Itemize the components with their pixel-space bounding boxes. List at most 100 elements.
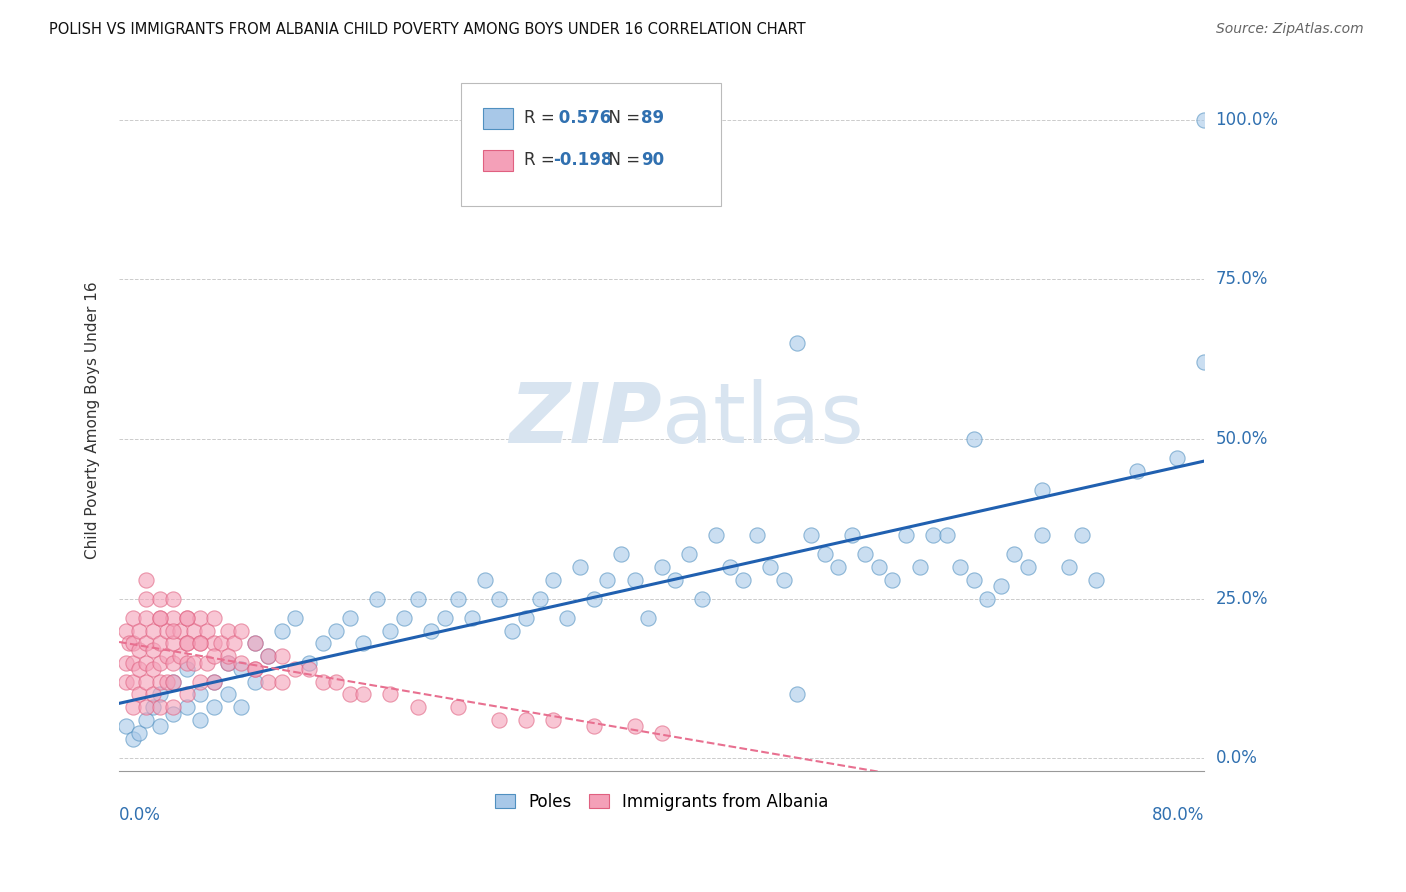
Point <box>176 636 198 650</box>
Point <box>114 674 136 689</box>
Point <box>786 688 808 702</box>
Point <box>190 636 212 650</box>
Point <box>786 336 808 351</box>
Point <box>135 700 157 714</box>
Point <box>298 662 321 676</box>
Point <box>963 573 986 587</box>
Point <box>623 573 645 587</box>
Point <box>908 559 931 574</box>
Point <box>202 636 225 650</box>
FancyBboxPatch shape <box>461 83 721 205</box>
Point <box>270 674 292 689</box>
Text: 80.0%: 80.0% <box>1152 806 1205 824</box>
Point <box>420 624 443 638</box>
Point <box>651 726 673 740</box>
Point <box>121 611 143 625</box>
Point <box>311 674 333 689</box>
Point <box>149 656 172 670</box>
Point <box>1031 483 1053 497</box>
Point <box>162 700 184 714</box>
Point <box>149 611 172 625</box>
Point <box>128 662 150 676</box>
Point <box>190 636 212 650</box>
Text: 89: 89 <box>641 109 664 127</box>
Point <box>162 636 184 650</box>
Point <box>243 674 266 689</box>
Point <box>142 642 165 657</box>
Point <box>623 719 645 733</box>
Point <box>121 656 143 670</box>
Point <box>1166 451 1188 466</box>
Point <box>169 624 191 638</box>
Point <box>963 432 986 446</box>
Point <box>733 573 755 587</box>
Point <box>380 624 402 638</box>
Point <box>529 591 551 606</box>
Point <box>339 688 361 702</box>
Point <box>990 579 1012 593</box>
Point <box>882 573 904 587</box>
Point <box>121 636 143 650</box>
Point <box>270 624 292 638</box>
Text: 100.0%: 100.0% <box>1216 111 1278 128</box>
Point <box>949 559 972 574</box>
FancyBboxPatch shape <box>482 108 513 129</box>
Point <box>366 591 388 606</box>
Point <box>692 591 714 606</box>
Point <box>284 611 307 625</box>
FancyBboxPatch shape <box>482 150 513 171</box>
Text: -0.198: -0.198 <box>553 151 613 169</box>
Point <box>169 649 191 664</box>
Point <box>1084 573 1107 587</box>
Point <box>800 528 823 542</box>
Point <box>380 688 402 702</box>
Point <box>298 656 321 670</box>
Point <box>149 591 172 606</box>
Point <box>176 688 198 702</box>
Point <box>406 591 429 606</box>
Point <box>596 573 619 587</box>
Point <box>637 611 659 625</box>
Point <box>142 662 165 676</box>
Point <box>488 591 510 606</box>
Point <box>162 611 184 625</box>
Point <box>217 688 239 702</box>
Point <box>135 713 157 727</box>
Point <box>231 662 253 676</box>
Point <box>325 674 347 689</box>
Point <box>582 719 605 733</box>
Point <box>190 611 212 625</box>
Point <box>202 611 225 625</box>
Text: atlas: atlas <box>662 379 863 460</box>
Point <box>502 624 524 638</box>
Text: R =: R = <box>524 151 560 169</box>
Point <box>149 636 172 650</box>
Point <box>176 656 198 670</box>
Point <box>1071 528 1094 542</box>
Point <box>176 662 198 676</box>
Text: 0.0%: 0.0% <box>1216 749 1257 767</box>
Point <box>190 674 212 689</box>
Point <box>217 656 239 670</box>
Point <box>162 706 184 721</box>
Point <box>162 674 184 689</box>
Point <box>651 559 673 574</box>
Point <box>128 688 150 702</box>
Point <box>135 591 157 606</box>
Point <box>135 636 157 650</box>
Point <box>155 674 177 689</box>
Point <box>569 559 592 574</box>
Point <box>121 732 143 747</box>
Point <box>114 719 136 733</box>
Point <box>392 611 415 625</box>
Point <box>827 559 849 574</box>
Point <box>142 700 165 714</box>
Point <box>745 528 768 542</box>
Point <box>149 719 172 733</box>
Point <box>582 591 605 606</box>
Text: ZIP: ZIP <box>509 379 662 460</box>
Text: 90: 90 <box>641 151 664 169</box>
Point <box>162 656 184 670</box>
Text: Source: ZipAtlas.com: Source: ZipAtlas.com <box>1216 22 1364 37</box>
Point <box>1004 547 1026 561</box>
